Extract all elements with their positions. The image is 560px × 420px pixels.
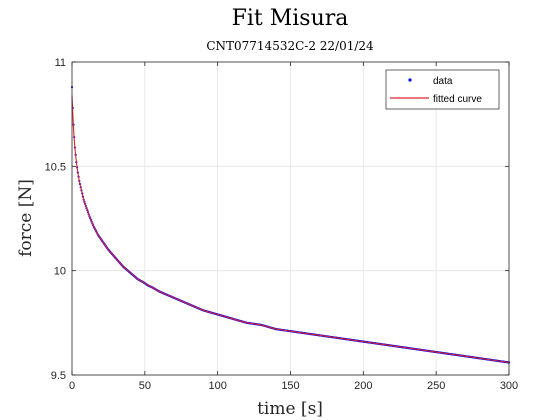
series-layer — [70, 85, 511, 364]
legend-box — [385, 69, 500, 110]
legend-data-marker — [408, 78, 412, 82]
chart-title: Fit Misura — [232, 6, 349, 31]
x-tick-label: 300 — [500, 380, 518, 392]
x-tick-label: 150 — [281, 380, 299, 392]
legend-data-label: data — [433, 76, 453, 87]
axis-ticks: 0 50 100 150 200 250 300 9.5 10 10.5 11 — [45, 57, 519, 392]
y-tick-label: 9.5 — [51, 370, 66, 382]
chart-subtitle: CNT07714532C-2 22/01/24 — [206, 39, 374, 53]
x-tick-label: 250 — [427, 380, 445, 392]
x-axis-label: time [s] — [257, 399, 323, 419]
legend: data fitted curve — [385, 69, 500, 110]
x-tick-label: 0 — [69, 380, 75, 392]
fitted-curve-line — [71, 95, 510, 364]
y-tick-label: 10 — [54, 266, 66, 278]
x-tick-label: 100 — [208, 380, 226, 392]
y-axis-label: force [N] — [16, 179, 36, 257]
x-tick-label: 200 — [354, 380, 372, 392]
y-tick-label: 11 — [55, 57, 66, 69]
legend-fit-label: fitted curve — [433, 94, 482, 105]
y-tick-label: 10.5 — [45, 161, 66, 173]
x-tick-label: 50 — [139, 380, 151, 392]
